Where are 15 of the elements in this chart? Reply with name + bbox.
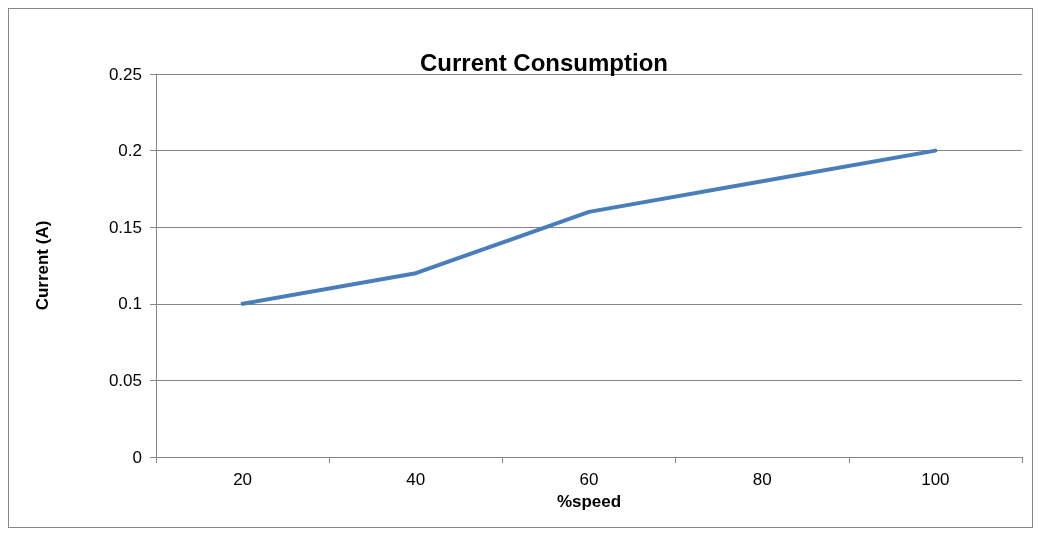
x-tick-label: 100 bbox=[921, 470, 950, 489]
y-axis-title: Current (A) bbox=[33, 220, 52, 311]
x-tick-label: 80 bbox=[752, 470, 772, 489]
y-tick-label: 0.25 bbox=[108, 64, 142, 84]
y-tick-label: 0.2 bbox=[118, 141, 142, 161]
chart-title: Current Consumption bbox=[420, 48, 668, 76]
x-axis-title: %speed bbox=[556, 491, 622, 511]
y-tick-label: 0.05 bbox=[108, 370, 142, 390]
x-tick-label: 40 bbox=[406, 470, 426, 489]
y-tick-label: 0 bbox=[132, 447, 142, 467]
x-tick-label: 20 bbox=[233, 470, 253, 489]
x-tick-label: 60 bbox=[579, 470, 599, 489]
y-tick-label: 0.15 bbox=[108, 217, 142, 237]
y-tick-label: 0.1 bbox=[118, 294, 142, 314]
line-series bbox=[240, 148, 938, 306]
